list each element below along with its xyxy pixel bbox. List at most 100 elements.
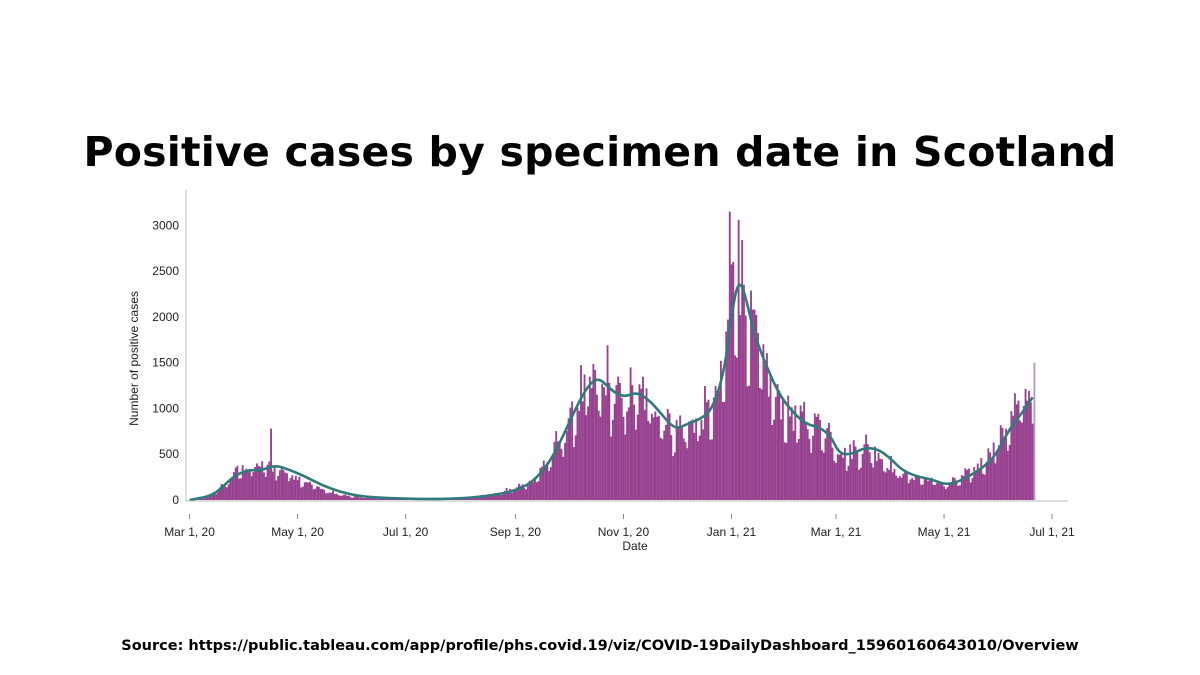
daily-case-bar — [645, 388, 648, 500]
daily-case-bar — [911, 477, 914, 500]
daily-case-bar — [964, 468, 967, 500]
daily-case-bar — [367, 497, 370, 500]
daily-case-bar — [725, 331, 728, 500]
daily-case-bar — [317, 486, 320, 500]
daily-case-bar — [941, 484, 944, 500]
daily-case-bar — [294, 475, 297, 500]
daily-case-bar — [224, 486, 226, 500]
daily-case-bar — [792, 430, 795, 500]
daily-case-bar — [360, 497, 363, 500]
seven-day-average-line — [189, 283, 1034, 502]
y-tick-label: 1500 — [152, 356, 179, 370]
daily-case-bar — [1013, 393, 1016, 500]
daily-case-bar — [491, 495, 494, 500]
daily-case-bar — [576, 407, 579, 500]
daily-case-bar — [978, 469, 981, 500]
daily-case-bar — [303, 482, 306, 500]
daily-case-bar — [840, 453, 843, 500]
daily-case-bar — [769, 373, 772, 500]
daily-case-bar — [475, 497, 478, 500]
daily-case-bar — [597, 410, 600, 500]
daily-case-bar — [900, 477, 903, 500]
daily-case-bar — [578, 410, 581, 500]
daily-case-bar — [936, 483, 938, 500]
daily-case-bar — [748, 385, 751, 500]
daily-case-bar — [985, 461, 988, 500]
daily-case-bar — [620, 397, 623, 500]
daily-case-bar — [730, 264, 733, 500]
daily-case-bar — [236, 465, 239, 500]
daily-case-bar — [204, 497, 207, 500]
daily-case-bar — [266, 464, 269, 500]
daily-case-bar — [346, 495, 349, 500]
daily-case-bar — [572, 447, 575, 500]
daily-case-bar — [948, 483, 951, 500]
daily-case-bar — [514, 489, 517, 500]
x-tick-label: Jul 1, 21 — [1029, 525, 1075, 539]
y-tick-label: 3000 — [152, 218, 179, 232]
daily-case-bar — [704, 386, 706, 500]
daily-case-bar — [923, 477, 926, 500]
daily-case-bar — [990, 458, 993, 500]
daily-case-bar — [707, 399, 710, 500]
daily-case-bar — [321, 488, 324, 500]
daily-case-bar — [215, 494, 218, 500]
daily-case-bar — [684, 441, 687, 500]
daily-case-bar — [983, 474, 986, 500]
daily-case-bar — [909, 479, 912, 500]
daily-case-bar — [544, 465, 547, 500]
daily-case-bar — [888, 469, 891, 500]
daily-case-bar — [624, 434, 627, 500]
daily-case-bar — [218, 487, 221, 500]
daily-case-bar — [617, 376, 620, 500]
daily-case-bar — [951, 477, 954, 500]
daily-case-bar — [503, 491, 506, 500]
daily-case-bar — [1005, 428, 1007, 500]
daily-case-bar — [231, 477, 234, 500]
daily-case-bar — [626, 411, 628, 500]
daily-case-bar — [774, 396, 777, 500]
daily-case-bar — [1033, 362, 1036, 500]
daily-case-bar — [992, 442, 995, 500]
daily-case-bar — [712, 397, 715, 500]
daily-case-bar — [845, 470, 848, 500]
daily-case-bar — [921, 484, 924, 500]
daily-case-bar — [275, 480, 278, 500]
daily-case-bar — [376, 498, 379, 500]
x-tick-label: May 1, 21 — [918, 525, 971, 539]
daily-case-bar — [534, 477, 536, 500]
daily-case-bar — [606, 345, 609, 500]
daily-case-bar — [374, 498, 377, 500]
daily-case-bar — [348, 495, 350, 500]
daily-case-bar — [872, 467, 875, 500]
daily-case-bar — [642, 376, 644, 500]
daily-case-bar — [727, 319, 729, 500]
daily-case-bar — [493, 494, 496, 500]
daily-case-bar — [594, 370, 597, 500]
daily-case-bar — [312, 489, 315, 500]
daily-case-bar — [551, 455, 554, 500]
daily-case-bar — [355, 496, 357, 500]
daily-case-bar — [989, 452, 992, 500]
daily-case-bar — [356, 496, 359, 500]
daily-case-bar — [898, 476, 901, 500]
daily-case-bar — [590, 388, 593, 500]
daily-case-bar — [649, 423, 651, 500]
daily-case-bar — [732, 261, 735, 500]
daily-case-bar — [525, 489, 528, 500]
daily-case-bar — [647, 420, 650, 500]
daily-case-bar — [1010, 411, 1013, 500]
daily-case-bar — [532, 482, 535, 500]
daily-case-bar — [209, 494, 212, 500]
daily-case-bar — [677, 427, 680, 500]
daily-case-bar — [739, 315, 742, 500]
daily-case-bar — [390, 498, 393, 500]
daily-case-bar — [946, 487, 949, 500]
daily-case-bar — [914, 475, 917, 500]
daily-case-bar — [519, 485, 522, 500]
daily-case-bar — [836, 454, 839, 500]
daily-case-bar — [337, 495, 340, 500]
daily-case-bar — [291, 475, 294, 500]
daily-case-bar — [673, 452, 676, 500]
daily-case-bar — [634, 429, 637, 500]
